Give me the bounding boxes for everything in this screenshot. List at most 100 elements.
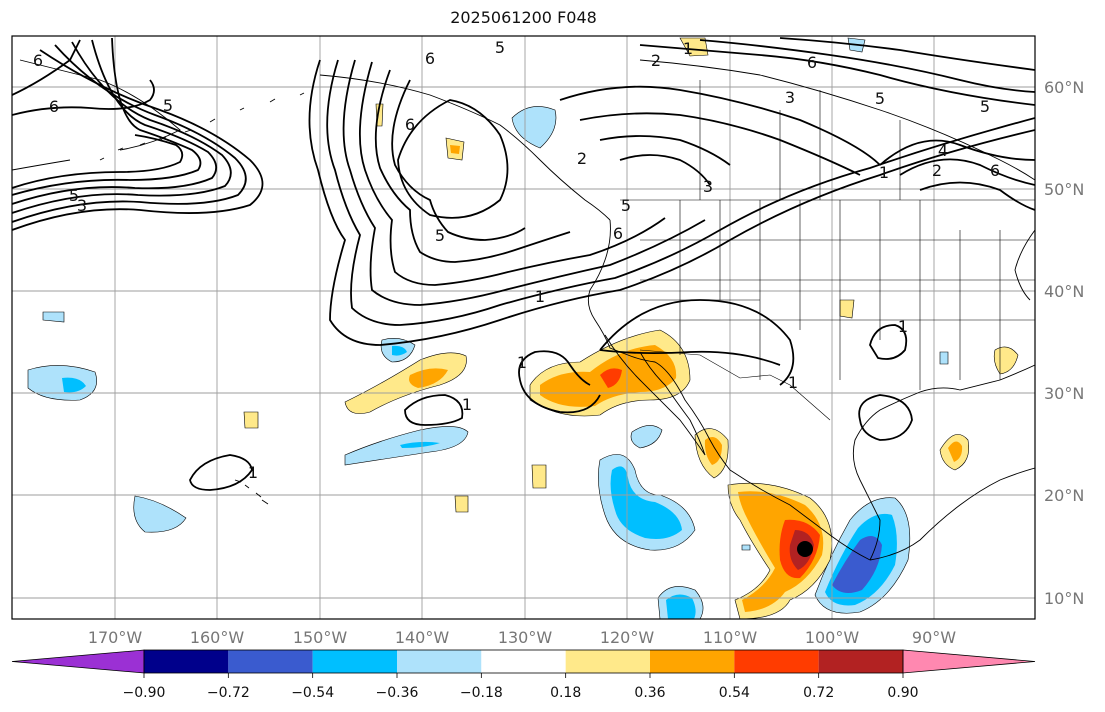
contour-value-label: 2 <box>577 149 587 168</box>
political-borders <box>620 80 1035 421</box>
colorbar-tick-label: −0.90 <box>123 685 166 701</box>
contour-value-label: 3 <box>77 196 87 215</box>
contour-value-label: 1 <box>788 373 798 392</box>
longitude-label: 100°W <box>805 628 860 647</box>
coastline-baja <box>604 334 706 456</box>
shaded-anomaly-layer <box>27 37 1019 619</box>
contour-line <box>639 37 1035 106</box>
contour-line <box>12 37 202 196</box>
longitude-label: 90°W <box>912 628 956 647</box>
latitude-label: 10°N <box>1044 589 1084 608</box>
contour-value-label: 6 <box>990 161 1000 180</box>
map-title: 2025061200 F048 <box>450 8 597 27</box>
graticule <box>12 36 1035 619</box>
state-borders <box>640 200 1035 390</box>
coastline-canada <box>639 59 1035 181</box>
contour-value-label: 1 <box>248 463 258 482</box>
colorbar-tick-label: 0.18 <box>550 685 581 701</box>
contour-value-label: 5 <box>495 38 505 57</box>
coastline-hawaii <box>234 479 269 505</box>
shade-pos-gulf-alaska-core <box>450 145 460 154</box>
contour-value-label: 5 <box>875 89 885 108</box>
contour-line <box>404 394 464 426</box>
shade-neg-mid-core <box>392 345 407 356</box>
contour-line <box>326 59 1035 326</box>
contour-line <box>342 59 706 306</box>
coastline-gulf-coast <box>852 364 1035 561</box>
contour-line <box>879 139 1035 211</box>
longitude-label: 120°W <box>600 628 655 647</box>
shade-pos-central-pacific <box>344 352 467 414</box>
shade-pos-small-w <box>243 411 259 429</box>
contour-value-label: 4 <box>938 141 948 160</box>
shade-neg-small-tiny <box>741 544 751 551</box>
latitude-label: 30°N <box>1044 384 1084 403</box>
border-canada-provinces <box>699 80 901 200</box>
shade-neg-texas <box>939 351 949 365</box>
shade-neg-northpacific-west <box>27 365 97 401</box>
contour-value-label: 5 <box>980 97 990 116</box>
contour-value-label: 6 <box>33 51 43 70</box>
colorbar-swatch <box>650 650 735 673</box>
coastline-central-america <box>869 467 1035 561</box>
colorbar-tick-label: 0.36 <box>634 685 665 701</box>
colorbar-tick-label: −0.72 <box>207 685 250 701</box>
colorbar-swatch <box>481 650 566 673</box>
longitude-axis-labels: 170°W 160°W 150°W 140°W 130°W 120°W 110°W 100°W… <box>88 628 956 647</box>
contour-line <box>12 39 218 205</box>
contour-line <box>308 59 1035 346</box>
longitude-label: 160°W <box>190 628 245 647</box>
longitude-label: 170°W <box>88 628 143 647</box>
contour-line <box>374 69 571 263</box>
shade-neg-gulf-tehuantepec-core <box>832 536 882 594</box>
shade-pos-small-mid2 <box>454 495 469 513</box>
shade-pos-caribbean-core <box>948 441 963 462</box>
contour-value-label: 1 <box>462 395 472 414</box>
contour-line <box>12 44 247 223</box>
contour-value-label: 6 <box>613 224 623 243</box>
shade-neg-small-w <box>42 311 65 323</box>
contour-line <box>599 299 795 386</box>
contour-line <box>858 394 913 441</box>
colorbar-tick-label: −0.54 <box>291 685 334 701</box>
colorbar-swatch <box>312 650 397 673</box>
contour-line <box>559 85 881 186</box>
contour-value-label: 2 <box>932 161 942 180</box>
contour-value-label: 6 <box>49 97 59 116</box>
shade-pos-central-pacific-core <box>409 368 448 388</box>
contour-value-label: 6 <box>425 49 435 68</box>
coastline-layer <box>12 59 1035 561</box>
colorbar-swatch <box>144 650 229 673</box>
contour-value-label: 2 <box>651 51 661 70</box>
colorbar-tick-label: −0.36 <box>376 685 419 701</box>
contour-line <box>397 99 509 219</box>
contour-line <box>12 39 155 116</box>
contour-value-label: 1 <box>683 39 693 58</box>
contour-line <box>189 454 253 491</box>
longitude-label: 140°W <box>395 628 450 647</box>
contour-value-label: 6 <box>807 53 817 72</box>
colorbar-extend-max <box>902 649 1036 674</box>
latitude-label: 60°N <box>1044 78 1084 97</box>
shade-neg-baja-w <box>630 425 663 449</box>
longitude-label: 150°W <box>293 628 348 647</box>
colorbar-swatch <box>734 650 819 673</box>
shade-neg-epac-core <box>610 466 682 539</box>
latitude-label: 20°N <box>1044 486 1084 505</box>
latitude-label: 40°N <box>1044 282 1084 301</box>
shade-pos-small-ne <box>839 299 855 319</box>
contour-value-label: 6 <box>405 115 415 134</box>
contour-line <box>518 350 601 414</box>
coastline-west-coast <box>587 219 871 561</box>
contour-line <box>12 41 232 214</box>
coastline-east-coast <box>1014 229 1035 301</box>
contour-line <box>12 134 184 189</box>
colorbar-swatch <box>818 650 903 673</box>
shade-neg-band-core <box>400 441 440 448</box>
shade-pos-small-mid <box>531 464 547 489</box>
colorbar-swatch <box>397 650 482 673</box>
border-us-mexico <box>639 349 831 421</box>
contour-value-label: 5 <box>621 196 631 215</box>
